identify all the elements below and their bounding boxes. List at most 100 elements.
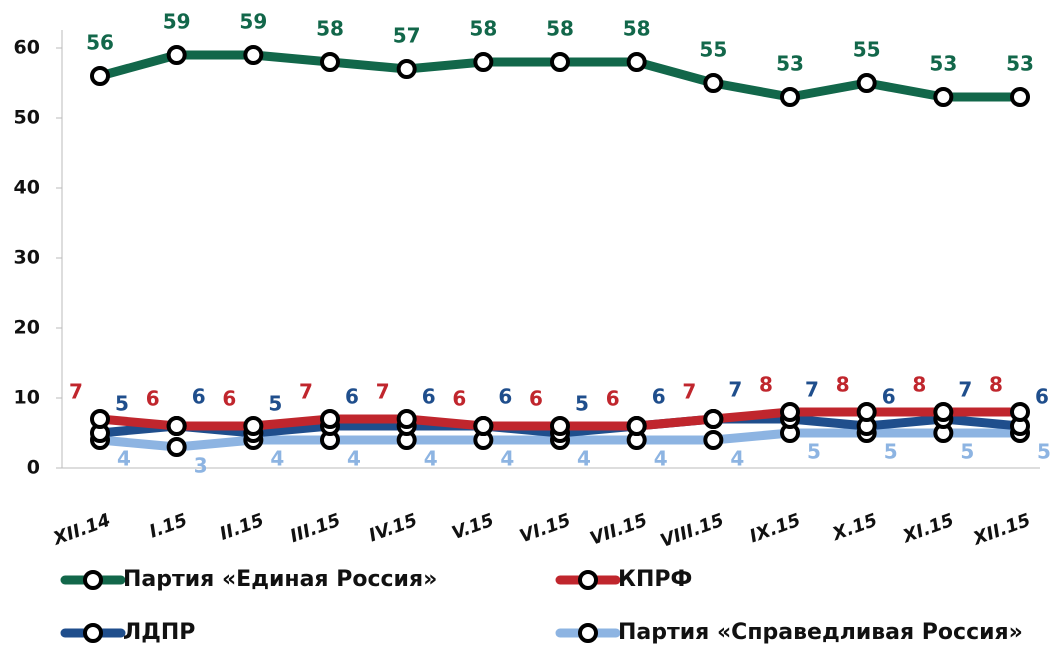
data-point xyxy=(780,402,800,422)
legend-marker xyxy=(578,623,598,643)
legend-label: Партия «Справедливая Россия» xyxy=(618,620,1023,645)
data-label: 4 xyxy=(270,447,284,471)
x-tick-label: XII.15 xyxy=(970,510,1034,550)
data-point xyxy=(473,416,494,436)
data-label: 7 xyxy=(728,378,742,402)
data-label: 8 xyxy=(759,373,773,397)
data-point xyxy=(933,402,954,422)
data-label: 6 xyxy=(146,387,160,411)
y-tick-label: 60 xyxy=(14,37,40,59)
data-label: 6 xyxy=(345,385,359,409)
data-label: 4 xyxy=(117,447,131,471)
legend-label: ЛДПР xyxy=(123,620,195,645)
data-point xyxy=(90,409,110,429)
data-point xyxy=(320,409,340,429)
legend-item: КПРФ xyxy=(555,567,692,592)
data-label: 53 xyxy=(776,52,804,76)
data-point xyxy=(396,409,417,429)
data-point xyxy=(166,416,187,436)
data-label: 58 xyxy=(316,17,344,41)
data-label: 53 xyxy=(1006,52,1034,76)
data-label: 8 xyxy=(989,373,1003,397)
data-label: 4 xyxy=(577,447,591,471)
legend-item: Партия «Единая Россия» xyxy=(60,567,437,592)
data-label: 6 xyxy=(422,385,436,409)
data-label: 4 xyxy=(654,447,668,471)
x-tick-label: VII.15 xyxy=(587,510,650,550)
data-label: 4 xyxy=(500,447,514,471)
data-point xyxy=(1010,402,1030,422)
x-tick-label: III.15 xyxy=(287,510,343,548)
data-label: 53 xyxy=(929,52,957,76)
y-tick-label: 0 xyxy=(27,457,40,479)
data-point xyxy=(550,416,570,436)
data-point xyxy=(626,416,647,436)
data-label: 55 xyxy=(699,38,727,62)
data-point xyxy=(1010,87,1030,107)
legend-item: Партия «Справедливая Россия» xyxy=(555,620,1023,645)
data-label: 4 xyxy=(424,447,438,471)
data-label: 6 xyxy=(652,385,666,409)
x-tick-label: VI.15 xyxy=(517,510,574,548)
data-point xyxy=(703,73,724,93)
data-label: 6 xyxy=(1035,385,1049,409)
y-tick-label: 20 xyxy=(14,317,40,339)
legend-label: КПРФ xyxy=(618,567,692,592)
x-tick-label: VIII.15 xyxy=(658,510,727,552)
data-label: 5 xyxy=(884,440,898,464)
data-point xyxy=(550,52,570,72)
data-label: 59 xyxy=(239,10,267,34)
data-label: 6 xyxy=(529,387,543,411)
y-tick-label: 30 xyxy=(14,247,40,269)
data-label: 4 xyxy=(730,447,744,471)
data-label: 6 xyxy=(452,387,466,411)
legend-item: ЛДПР xyxy=(60,620,195,645)
data-point xyxy=(703,430,724,450)
data-label: 56 xyxy=(86,31,114,55)
legend-marker xyxy=(83,623,103,643)
x-tick-label: II.15 xyxy=(217,510,267,545)
data-label: 7 xyxy=(958,378,972,402)
y-tick-label: 50 xyxy=(14,107,40,129)
data-point xyxy=(166,45,187,65)
y-tick-label: 40 xyxy=(14,177,40,199)
data-label: 5 xyxy=(115,392,129,416)
data-label: 59 xyxy=(163,10,191,34)
x-tick-label: I.15 xyxy=(147,510,190,543)
data-point xyxy=(780,87,800,107)
data-point xyxy=(856,73,877,93)
data-label: 58 xyxy=(469,17,497,41)
data-label: 5 xyxy=(575,392,589,416)
data-label: 6 xyxy=(882,385,896,409)
data-label: 4 xyxy=(347,447,361,471)
data-label: 8 xyxy=(912,373,926,397)
data-label: 5 xyxy=(960,440,974,464)
data-label: 7 xyxy=(69,380,83,404)
x-tick-label: X.15 xyxy=(829,510,880,546)
data-point xyxy=(243,416,264,436)
data-point xyxy=(90,66,110,86)
x-tick-label: IV.15 xyxy=(366,510,420,547)
data-label: 58 xyxy=(623,17,651,41)
x-tick-label: IX.15 xyxy=(747,510,803,548)
x-tick-label: XI.15 xyxy=(899,510,956,548)
data-point xyxy=(626,52,647,72)
x-tick-label: V.15 xyxy=(449,510,497,544)
data-point xyxy=(320,52,340,72)
data-point xyxy=(166,437,187,457)
x-tick-label: XII.14 xyxy=(50,510,114,550)
legend-marker xyxy=(578,570,598,590)
data-point xyxy=(703,409,724,429)
data-label: 7 xyxy=(376,380,390,404)
data-label: 57 xyxy=(393,24,421,48)
data-point xyxy=(473,52,494,72)
data-label: 6 xyxy=(606,387,620,411)
data-label: 58 xyxy=(546,17,574,41)
data-label: 8 xyxy=(836,373,850,397)
legend-marker xyxy=(83,570,103,590)
data-point xyxy=(396,59,417,79)
data-label: 7 xyxy=(805,378,819,402)
data-label: 6 xyxy=(498,385,512,409)
data-label: 7 xyxy=(299,380,313,404)
